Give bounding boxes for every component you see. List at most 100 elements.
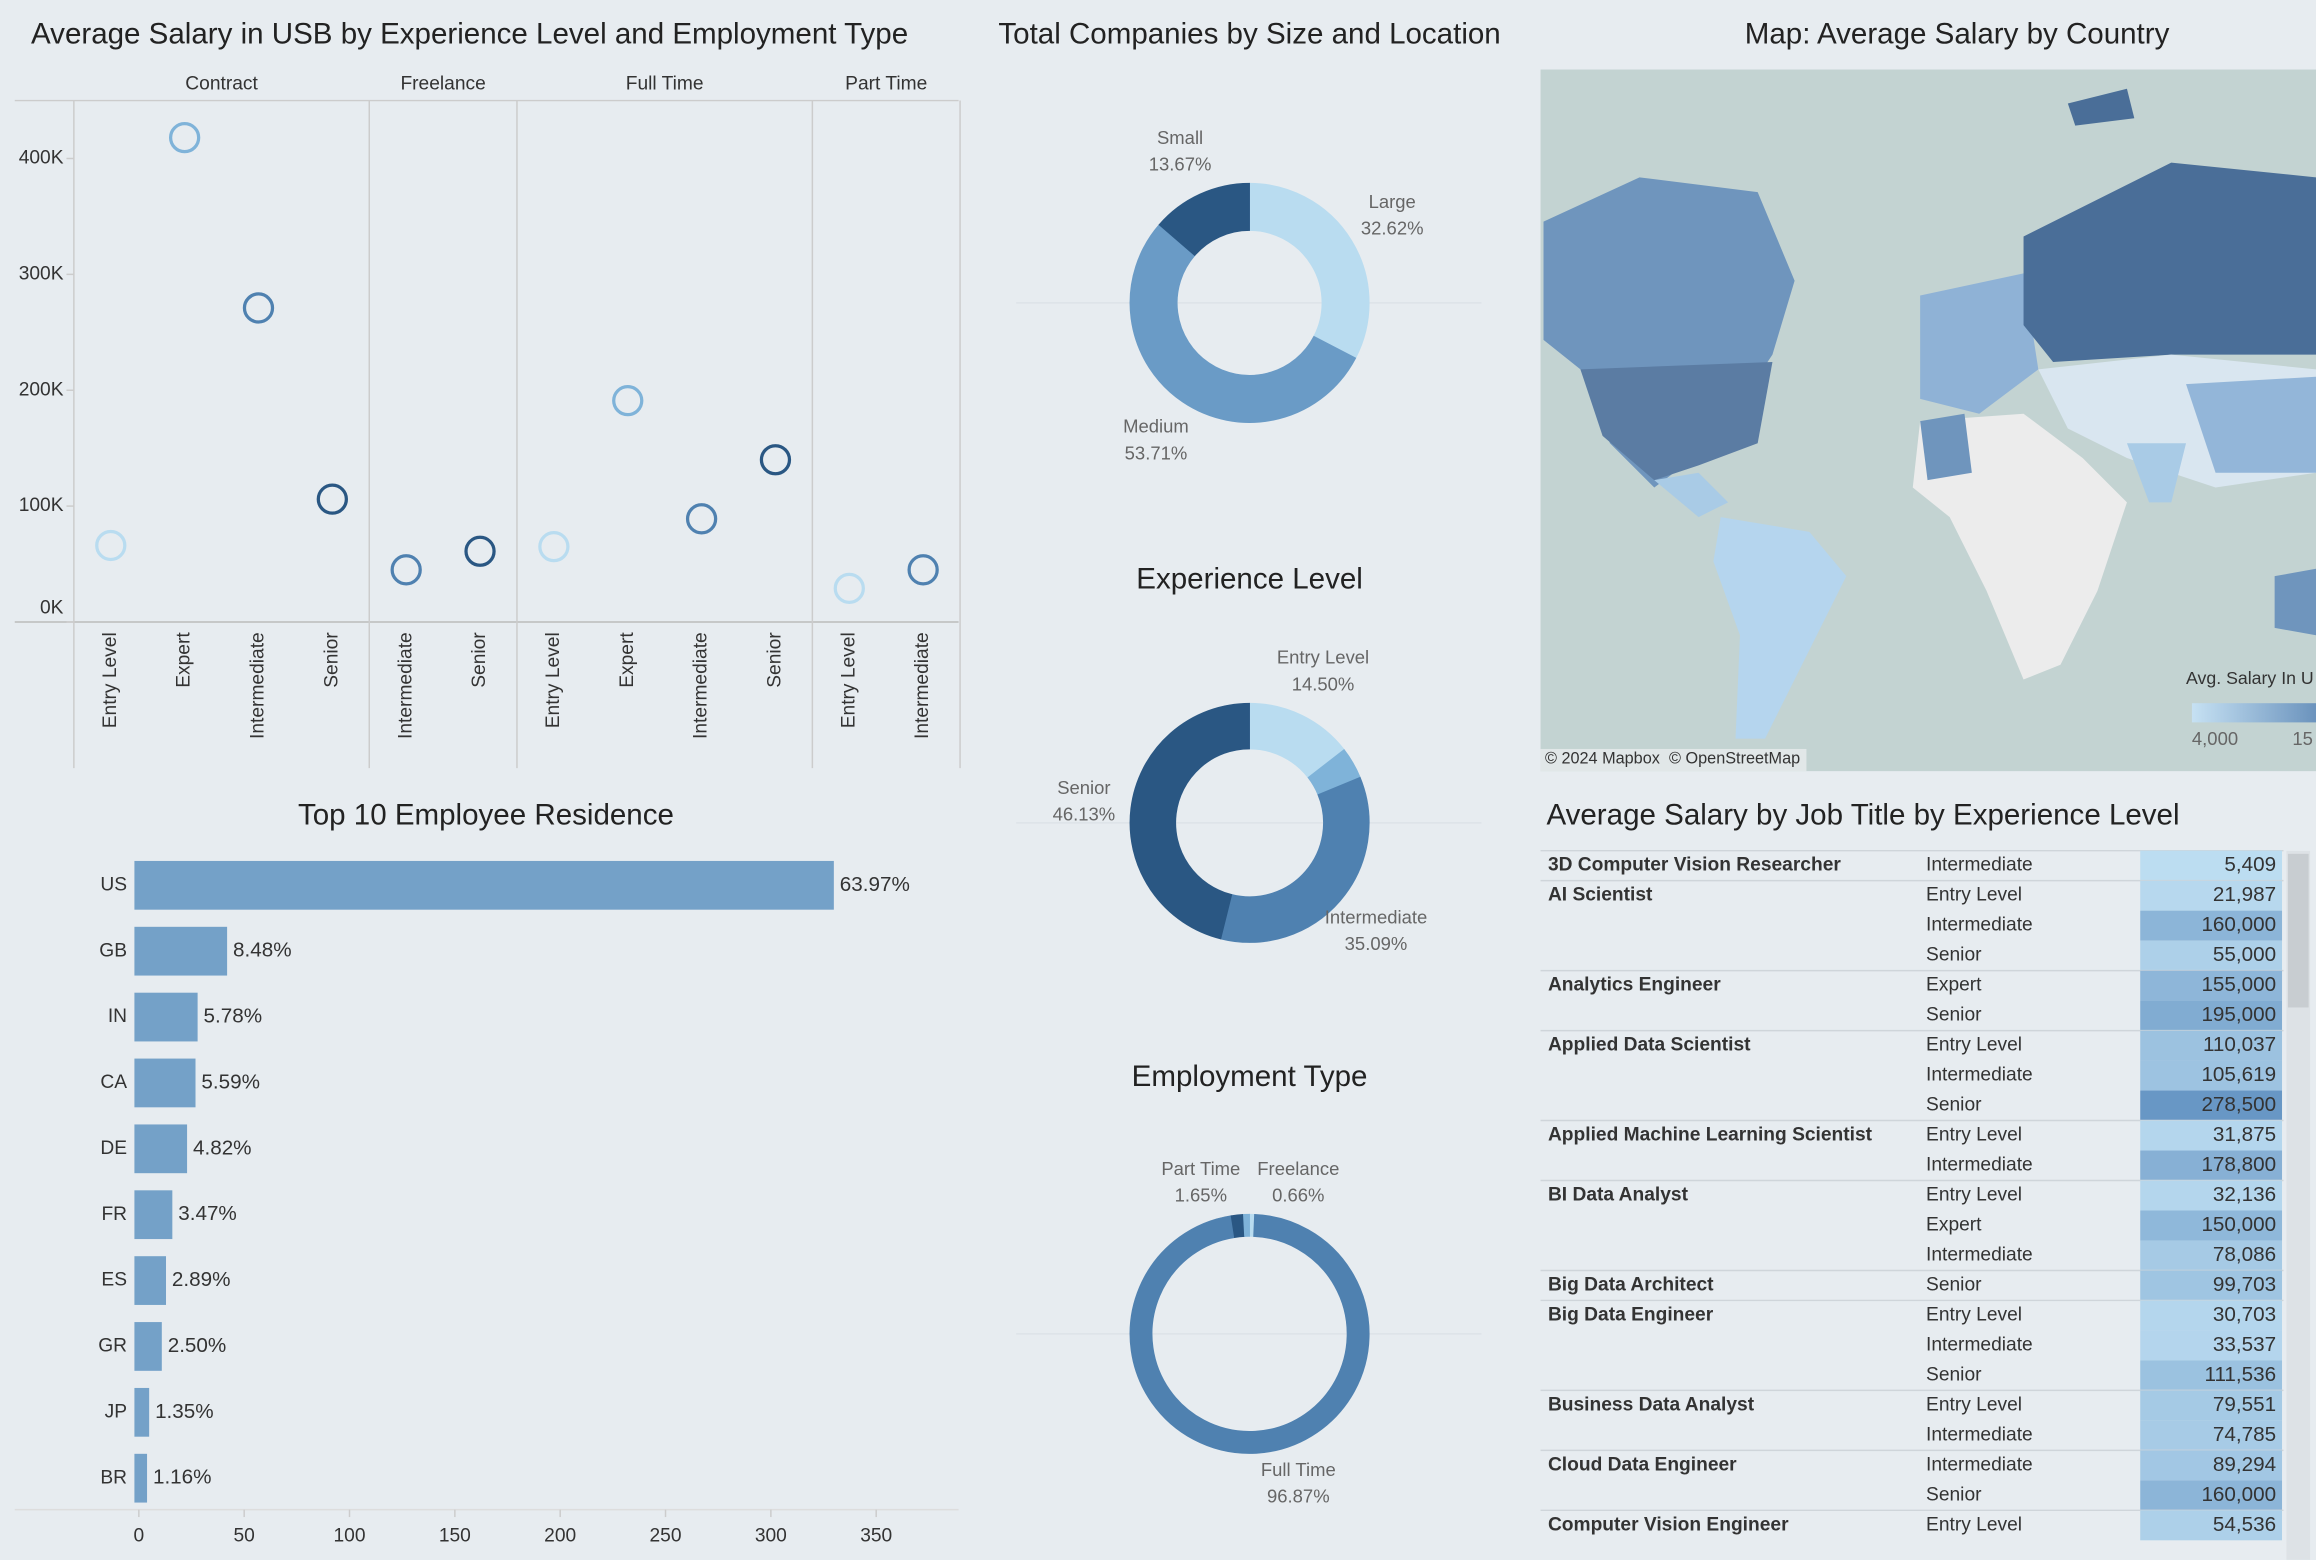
slice-value: 1.65% bbox=[1175, 1184, 1227, 1205]
facet-header: Contract bbox=[185, 73, 258, 94]
cell-bg bbox=[2140, 1390, 2283, 1421]
x-tick-label: Intermediate bbox=[248, 632, 269, 739]
level: Entry Level bbox=[1926, 1514, 2022, 1535]
slice-value: 32.62% bbox=[1361, 217, 1424, 238]
dot bbox=[833, 572, 865, 605]
cell-bg bbox=[2140, 1210, 2283, 1241]
bar bbox=[134, 926, 228, 976]
dot bbox=[95, 529, 127, 562]
salary: 150,000 bbox=[2201, 1213, 2276, 1236]
job-title: Applied Machine Learning Scientist bbox=[1548, 1125, 1873, 1146]
cell-bg bbox=[2140, 1090, 2283, 1121]
dot bbox=[907, 554, 939, 586]
x-tick-label: 200 bbox=[544, 1525, 576, 1546]
x-tick-label: 350 bbox=[860, 1525, 892, 1546]
salary: 111,536 bbox=[2205, 1363, 2277, 1386]
legend-title: Avg. Salary In U bbox=[2186, 668, 2314, 688]
x-tick-label: Entry Level bbox=[838, 632, 859, 728]
x-tick-label: 250 bbox=[650, 1525, 682, 1546]
x-tick-label: Expert bbox=[617, 632, 638, 688]
dot bbox=[168, 121, 201, 154]
salary: 110,037 bbox=[2203, 1033, 2276, 1056]
level: Intermediate bbox=[1926, 1245, 2033, 1266]
salary: 33,537 bbox=[2213, 1333, 2276, 1356]
x-tick-label: Expert bbox=[174, 632, 195, 688]
level: Intermediate bbox=[1926, 915, 2033, 936]
level: Entry Level bbox=[1926, 1125, 2022, 1146]
y-tick-label: DE bbox=[100, 1138, 127, 1159]
bar bbox=[134, 1256, 167, 1305]
data-label: 4.82% bbox=[193, 1136, 252, 1159]
dot bbox=[316, 483, 348, 515]
cell-bg bbox=[2140, 1510, 2283, 1541]
donut-slice bbox=[1220, 776, 1370, 943]
job-title: BI Data Analyst bbox=[1548, 1185, 1689, 1206]
cell-bg bbox=[2140, 1120, 2283, 1151]
salary: 54,536 bbox=[2213, 1513, 2276, 1536]
cell-bg bbox=[2140, 1000, 2283, 1031]
salary: 55,000 bbox=[2213, 943, 2276, 966]
cell-bg bbox=[2140, 1060, 2283, 1091]
credit-box bbox=[1540, 748, 1807, 772]
donut-slice bbox=[1158, 182, 1250, 257]
bar bbox=[134, 1190, 173, 1240]
y-tick-label: JP bbox=[105, 1401, 127, 1422]
x-tick-label: Intermediate bbox=[691, 632, 712, 739]
job-title: Cloud Data Engineer bbox=[1548, 1454, 1737, 1475]
cell-bg bbox=[2140, 1450, 2283, 1481]
map-land bbox=[2186, 376, 2316, 473]
y-tick-label: 300K bbox=[19, 263, 64, 284]
dot bbox=[464, 535, 496, 567]
slice-label: Part Time bbox=[1161, 1158, 1240, 1179]
chart-title: Average Salary in USB by Experience Leve… bbox=[31, 17, 908, 50]
salary: 30,703 bbox=[2213, 1303, 2276, 1326]
y-tick-label: IN bbox=[108, 1006, 127, 1027]
scroll-thumb[interactable] bbox=[2287, 853, 2309, 1008]
map-land bbox=[2274, 568, 2316, 636]
level: Intermediate bbox=[1926, 1424, 2033, 1445]
data-label: 2.50% bbox=[168, 1334, 227, 1357]
cell-bg bbox=[2140, 1480, 2283, 1511]
level: Intermediate bbox=[1926, 1454, 2033, 1475]
chart-title: Employment Type bbox=[1132, 1060, 1368, 1093]
data-label: 63.97% bbox=[840, 873, 910, 896]
cell-bg bbox=[2140, 1180, 2283, 1211]
x-tick-label: Entry Level bbox=[100, 632, 121, 728]
cell-bg bbox=[2140, 1030, 2283, 1061]
job-title: Big Data Engineer bbox=[1548, 1305, 1714, 1326]
legend-tick: 4,000 bbox=[2192, 728, 2238, 749]
level: Entry Level bbox=[1926, 1035, 2022, 1056]
job-title: Applied Data Scientist bbox=[1548, 1035, 1751, 1056]
map-land bbox=[2126, 443, 2187, 503]
bar bbox=[134, 1387, 150, 1437]
slice-label: Freelance bbox=[1257, 1158, 1339, 1179]
dot bbox=[390, 554, 422, 586]
facet-header: Full Time bbox=[626, 73, 704, 94]
map-land bbox=[1654, 472, 1729, 518]
data-label: 1.16% bbox=[153, 1466, 212, 1489]
cell-bg bbox=[2140, 1420, 2283, 1451]
donut-slice bbox=[1129, 1213, 1370, 1454]
bar bbox=[134, 860, 834, 910]
slice-value: 46.13% bbox=[1053, 804, 1116, 825]
facet-header: Freelance bbox=[400, 73, 485, 94]
salary: 32,136 bbox=[2213, 1183, 2276, 1206]
y-tick-label: ES bbox=[101, 1270, 127, 1291]
map-title: Map: Average Salary by Country bbox=[1745, 17, 2170, 50]
chart-title: Total Companies by Size and Location bbox=[998, 17, 1500, 50]
y-tick-label: 400K bbox=[19, 148, 64, 169]
bar bbox=[134, 992, 198, 1042]
donut-slice bbox=[1129, 224, 1357, 423]
data-label: 2.89% bbox=[172, 1268, 231, 1291]
cell-bg bbox=[2140, 940, 2283, 971]
salary: 78,086 bbox=[2213, 1243, 2276, 1266]
job-title: Big Data Architect bbox=[1548, 1275, 1714, 1296]
x-tick-label: Senior bbox=[321, 632, 342, 688]
job-title: 3D Computer Vision Researcher bbox=[1548, 855, 1841, 876]
bar bbox=[134, 1453, 148, 1503]
x-tick-label: 0 bbox=[134, 1525, 145, 1546]
donut-slice bbox=[1129, 702, 1250, 940]
salary: 99,703 bbox=[2213, 1273, 2276, 1296]
dot bbox=[685, 503, 718, 535]
